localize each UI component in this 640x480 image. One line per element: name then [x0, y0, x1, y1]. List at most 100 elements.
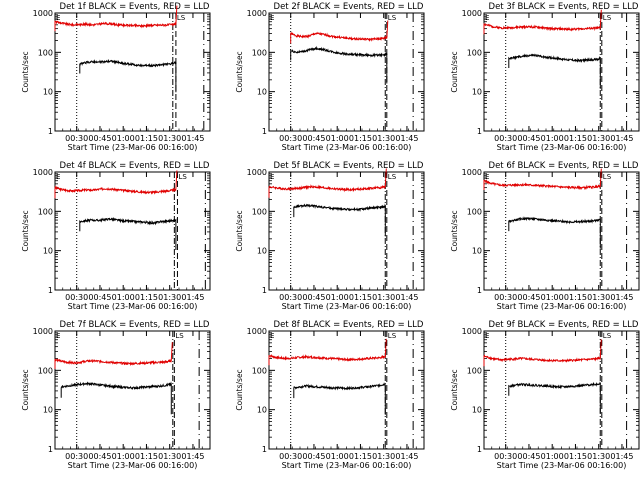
- ytick-label: 1000: [247, 9, 267, 18]
- ytick-label: 100: [467, 207, 482, 216]
- xtick-label: 01:15: [135, 452, 158, 461]
- ytick-label: 1000: [462, 327, 482, 336]
- xtick-label: 01:45: [610, 293, 633, 302]
- xtick-label: 00:30: [494, 134, 517, 143]
- xtick-label: 00:30: [494, 293, 517, 302]
- xtick-label: 01:15: [349, 452, 372, 461]
- xtick-label: 01:45: [181, 293, 204, 302]
- ytick-label: 10: [257, 247, 267, 256]
- xtick-label: 00:30: [65, 134, 88, 143]
- series-events-line: [508, 216, 601, 249]
- ytick-label: 1000: [462, 9, 482, 18]
- panel-title: Det 9f BLACK = Events, RED = LLD: [489, 320, 639, 330]
- xaxis-label: Start Time (23-Mar-06 00:16:00): [68, 461, 198, 470]
- series-lld-line: [54, 5, 178, 32]
- series-events-line: [79, 58, 177, 93]
- xaxis-label: Start Time (23-Mar-06 00:16:00): [282, 302, 412, 311]
- series-events-line: [293, 382, 386, 415]
- panel-title: Det 6f BLACK = Events, RED = LLD: [489, 161, 639, 171]
- series-events-line: [290, 45, 388, 84]
- xtick-label: 01:45: [395, 134, 418, 143]
- corner-label-ls: LS: [178, 173, 187, 181]
- ytick-label: 100: [38, 48, 53, 57]
- xtick-label: 00:30: [279, 452, 302, 461]
- xtick-label: 01:15: [564, 293, 587, 302]
- xaxis-label: Start Time (23-Mar-06 00:16:00): [497, 143, 627, 152]
- yaxis-label: Counts/sec: [21, 210, 30, 251]
- xtick-label: 01:00: [541, 293, 564, 302]
- xtick-label: 00:30: [65, 293, 88, 302]
- yaxis-label: Counts/sec: [450, 210, 459, 251]
- series-lld-line: [290, 20, 389, 44]
- ytick-label: 1: [48, 286, 53, 295]
- panel-title: Det 5f BLACK = Events, RED = LLD: [274, 161, 424, 171]
- series-lld-line: [268, 168, 387, 198]
- ytick-label: 1: [477, 445, 482, 454]
- xtick-label: 01:30: [587, 452, 610, 461]
- yaxis-label: Counts/sec: [235, 51, 244, 92]
- ytick-label: 10: [257, 406, 267, 415]
- xtick-label: 00:45: [517, 293, 540, 302]
- plot-frame: [54, 330, 211, 450]
- corner-label-e: E: [485, 173, 489, 181]
- corner-label-ls: LS: [388, 332, 397, 340]
- xtick-label: 01:00: [326, 452, 349, 461]
- series-events-line: [60, 381, 172, 415]
- plot-frame: [268, 12, 425, 132]
- corner-label-e: E: [485, 14, 489, 22]
- plot-frame: [483, 12, 640, 132]
- ytick-label: 10: [257, 88, 267, 97]
- ytick-label: 100: [467, 366, 482, 375]
- plot-frame: [483, 171, 640, 291]
- ytick-label: 1000: [247, 168, 267, 177]
- ytick-label: 100: [38, 207, 53, 216]
- yaxis-label: Counts/sec: [21, 369, 30, 410]
- xtick-label: 01:30: [158, 134, 181, 143]
- ytick-label: 1: [48, 445, 53, 454]
- ytick-label: 1000: [33, 327, 53, 336]
- corner-label-e: E: [270, 14, 274, 22]
- xaxis-label: Start Time (23-Mar-06 00:16:00): [497, 461, 627, 470]
- xtick-label: 01:30: [372, 134, 395, 143]
- series-lld-line: [483, 168, 602, 191]
- ytick-label: 1000: [462, 168, 482, 177]
- ytick-label: 100: [252, 207, 267, 216]
- xtick-label: 00:45: [302, 452, 325, 461]
- panel-title: Det 4f BLACK = Events, RED = LLD: [60, 161, 210, 171]
- panel-title: Det 1f BLACK = Events, RED = LLD: [60, 2, 210, 12]
- plot-frame: [483, 330, 640, 450]
- corner-label-ls: LS: [175, 332, 184, 340]
- corner-label-e: E: [56, 332, 60, 340]
- series-lld-line: [483, 9, 602, 35]
- xtick-label: 01:15: [349, 293, 372, 302]
- ytick-label: 1: [477, 286, 482, 295]
- series-events-line: [79, 216, 177, 250]
- xtick-label: 01:15: [135, 293, 158, 302]
- xtick-label: 01:45: [610, 134, 633, 143]
- xtick-label: 01:00: [326, 293, 349, 302]
- panel-title: Det 8f BLACK = Events, RED = LLD: [274, 320, 424, 330]
- xtick-label: 00:45: [517, 452, 540, 461]
- xaxis-label: Start Time (23-Mar-06 00:16:00): [497, 302, 627, 311]
- xtick-label: 01:00: [112, 452, 135, 461]
- corner-label-e: E: [56, 173, 60, 181]
- series-events-line: [508, 53, 601, 89]
- ytick-label: 1: [262, 286, 267, 295]
- xtick-label: 00:30: [279, 134, 302, 143]
- xtick-label: 00:30: [279, 293, 302, 302]
- xtick-label: 01:45: [610, 452, 633, 461]
- ytick-label: 100: [252, 366, 267, 375]
- xtick-label: 00:45: [517, 134, 540, 143]
- corner-label-ls: LS: [603, 14, 612, 22]
- yaxis-label: Counts/sec: [450, 369, 459, 410]
- ytick-label: 1: [477, 127, 482, 136]
- series-lld-line: [54, 170, 178, 199]
- yaxis-label: Counts/sec: [235, 210, 244, 251]
- ytick-label: 10: [43, 406, 53, 415]
- xtick-label: 00:45: [88, 452, 111, 461]
